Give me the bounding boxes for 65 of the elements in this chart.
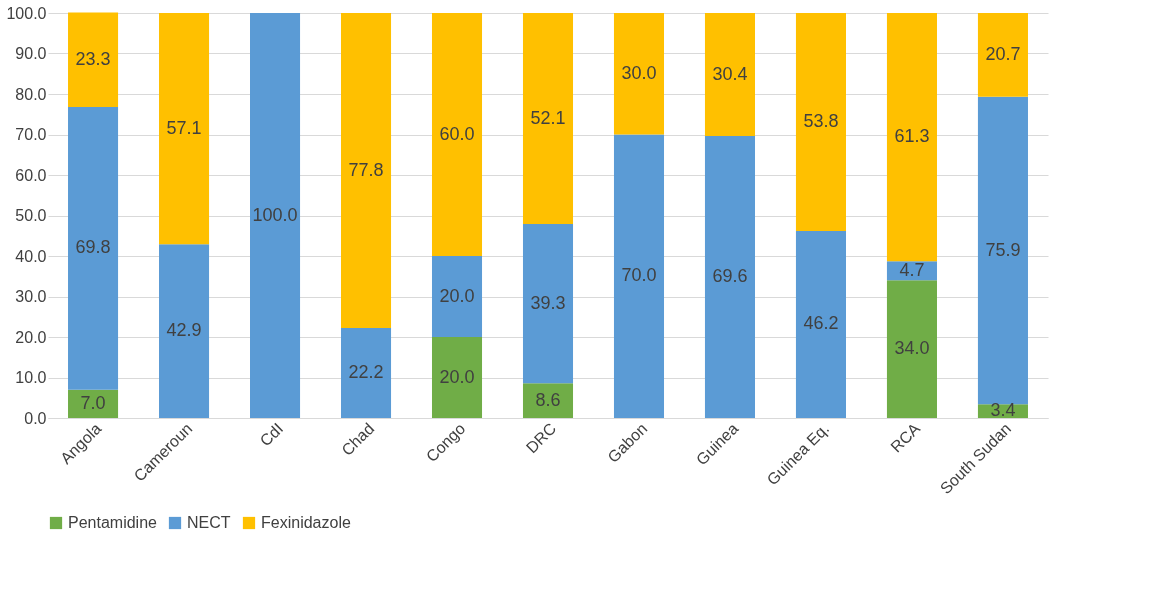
data-label: 69.6 [712, 266, 748, 287]
bar [704, 13, 756, 137]
data-label: 75.9 [985, 239, 1021, 260]
y-tick-label: 40.0 [15, 247, 47, 265]
data-label: 34.0 [894, 338, 930, 359]
legend-label: NECT [187, 514, 231, 531]
data-label: 52.1 [530, 107, 566, 128]
data-label: 69.8 [75, 237, 111, 258]
bar [977, 13, 1028, 97]
data-label: 3.4 [990, 400, 1016, 421]
bar [522, 383, 574, 418]
y-tick-label: 10.0 [15, 369, 47, 386]
bar [431, 256, 483, 337]
y-tick-label: 70.0 [15, 126, 47, 143]
bar [704, 136, 756, 418]
y-tick-label: 0.0 [24, 409, 47, 427]
legend-label: Fexinidazole [261, 514, 351, 531]
data-label: 100.0 [252, 204, 298, 225]
data-label: 20.7 [985, 43, 1021, 64]
legend-label: Pentamidine [68, 514, 158, 531]
bar [522, 13, 574, 225]
y-tick-label: 20.0 [15, 328, 47, 346]
data-label: 70.0 [621, 265, 657, 286]
data-label: 4.7 [899, 259, 925, 280]
x-tick-label: CdI [256, 419, 287, 450]
bar [886, 13, 937, 262]
bar [340, 328, 392, 418]
data-label: 30.4 [712, 63, 748, 84]
data-label: 8.6 [535, 389, 561, 410]
bar [68, 389, 119, 418]
bar [159, 244, 210, 418]
bar [795, 13, 846, 231]
bar [522, 224, 574, 384]
bar [795, 230, 846, 418]
bar [613, 134, 665, 418]
bar [431, 337, 483, 418]
y-tick-label: 100.0 [6, 4, 47, 22]
y-tick-label: 80.0 [15, 85, 47, 103]
data-label: 20.0 [439, 366, 475, 387]
bar [977, 96, 1028, 405]
bar [159, 13, 210, 245]
bar [68, 12, 119, 107]
bar [431, 13, 483, 256]
y-tick-label: 90.0 [15, 45, 47, 62]
bar [68, 106, 119, 390]
bar [886, 280, 937, 418]
y-tick-label: 50.0 [15, 207, 47, 224]
data-label: 46.2 [803, 313, 839, 334]
data-label: 7.0 [80, 392, 106, 413]
data-label: 42.9 [166, 320, 202, 341]
y-tick-label: 60.0 [15, 166, 47, 184]
data-label: 22.2 [348, 362, 384, 383]
data-label: 53.8 [803, 110, 839, 131]
bar [340, 13, 392, 329]
bar [613, 13, 665, 135]
data-label: 57.1 [166, 117, 202, 138]
bar [250, 13, 301, 418]
y-tick-label: 30.0 [15, 288, 47, 305]
data-label: 60.0 [439, 123, 475, 144]
data-label: 61.3 [894, 126, 930, 147]
data-label: 39.3 [530, 292, 566, 313]
data-label: 20.0 [439, 285, 475, 306]
data-label: 30.0 [621, 62, 657, 83]
data-label: 23.3 [75, 48, 111, 69]
data-label: 77.8 [348, 159, 384, 180]
